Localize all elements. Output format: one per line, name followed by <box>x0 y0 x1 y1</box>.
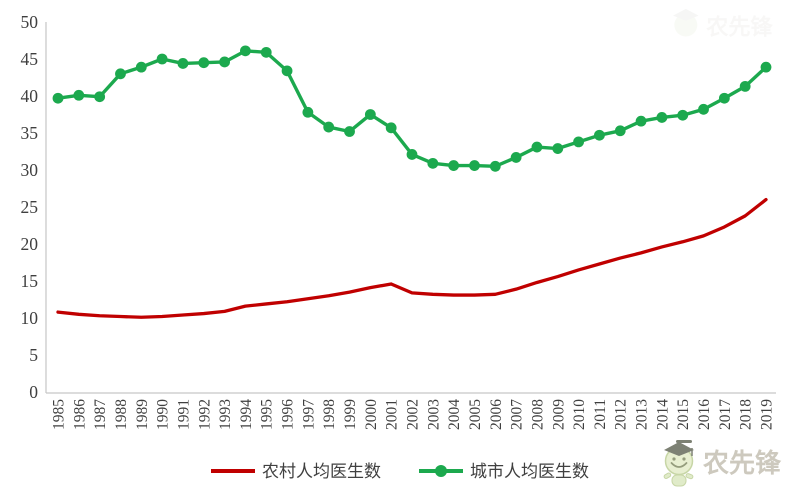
y-tick-label: 10 <box>21 308 39 328</box>
urban-data-marker <box>469 160 480 171</box>
legend-item-urban: 城市人均医生数 <box>419 463 589 480</box>
urban-series-line <box>56 49 768 169</box>
urban-data-marker <box>698 103 709 115</box>
urban-data-marker <box>406 149 418 160</box>
urban-data-marker <box>281 65 293 77</box>
legend-item-rural: 农村人均医生数 <box>211 463 381 480</box>
x-tick-label: 1999 <box>342 399 359 430</box>
x-tick-label: 1989 <box>134 399 151 430</box>
x-tick-label: 1990 <box>155 399 172 430</box>
urban-data-marker <box>448 160 460 171</box>
urban-data-marker <box>364 109 376 120</box>
urban-data-marker <box>323 121 335 133</box>
x-tick-label: 2018 <box>738 399 755 430</box>
x-tick-label: 2014 <box>654 399 671 430</box>
x-tick-label: 1991 <box>175 399 192 430</box>
urban-data-marker <box>302 106 314 118</box>
x-tick-label: 1996 <box>280 399 297 430</box>
urban-data-marker <box>531 141 543 153</box>
urban-data-marker <box>552 143 564 154</box>
urban-line-swatch <box>419 465 463 477</box>
urban-data-marker <box>677 109 689 121</box>
x-tick-label: 2005 <box>467 399 484 430</box>
x-tick-label: 2007 <box>509 399 526 430</box>
legend-label-rural: 农村人均医生数 <box>262 461 381 481</box>
urban-data-marker <box>156 53 168 65</box>
x-tick-label: 2001 <box>384 399 401 430</box>
y-tick-label: 25 <box>21 197 39 217</box>
x-tick-label: 2012 <box>613 399 630 430</box>
x-tick-label: 2003 <box>425 399 442 430</box>
y-tick-label: 0 <box>29 382 38 402</box>
urban-data-marker <box>510 152 522 163</box>
y-tick-label: 5 <box>29 345 38 365</box>
x-tick-label: 2016 <box>696 399 713 430</box>
x-tick-label: 1992 <box>196 399 213 430</box>
urban-data-marker <box>489 160 501 172</box>
x-tick-label: 2013 <box>634 399 651 430</box>
x-tick-label: 2006 <box>488 399 505 430</box>
urban-data-marker <box>240 45 251 57</box>
y-tick-label: 40 <box>21 86 39 106</box>
urban-data-marker <box>385 122 397 134</box>
urban-marker-swatch <box>435 465 447 477</box>
x-tick-label: 1993 <box>217 399 234 430</box>
line-chart: 0 5 10 15 20 25 30 35 40 45 50 1985 1986 1987 1988 1989… <box>21 12 776 430</box>
urban-data-marker <box>115 68 126 80</box>
x-tick-label: 1986 <box>71 399 88 430</box>
x-tick-label: 2002 <box>405 399 422 430</box>
urban-data-marker <box>739 80 751 92</box>
y-tick-label: 20 <box>21 234 39 254</box>
y-tick-label: 45 <box>21 49 39 69</box>
urban-data-marker <box>594 129 605 141</box>
x-tick-label: 2009 <box>550 399 567 430</box>
x-tick-label: 2017 <box>717 399 734 430</box>
urban-data-marker <box>718 92 730 104</box>
x-tick-label: 2000 <box>363 399 380 430</box>
urban-data-marker <box>427 157 439 169</box>
urban-data-marker <box>344 126 355 137</box>
x-tick-label: 1998 <box>321 399 338 430</box>
urban-data-marker <box>656 112 668 123</box>
y-tick-label: 35 <box>21 123 39 143</box>
x-tick-label: 1994 <box>238 399 255 430</box>
urban-data-marker <box>573 136 584 148</box>
x-tick-label: 2004 <box>446 399 463 430</box>
urban-data-marker <box>219 56 230 68</box>
urban-data-marker <box>198 57 210 69</box>
rural-line-swatch <box>211 469 255 473</box>
urban-data-marker <box>614 125 626 137</box>
x-tick-label: 1988 <box>113 399 130 430</box>
x-tick-label: 2010 <box>571 399 588 430</box>
x-tick-label: 1985 <box>51 399 68 430</box>
rural-series-line <box>56 197 768 319</box>
y-tick-label: 30 <box>21 160 39 180</box>
x-tick-label: 2019 <box>759 399 776 430</box>
x-tick-label: 1987 <box>92 399 109 430</box>
urban-data-marker <box>177 58 189 69</box>
urban-data-marker <box>52 92 64 104</box>
urban-data-marker <box>73 89 85 101</box>
x-tick-label: 2008 <box>529 399 546 430</box>
x-tick-label: 1997 <box>300 399 317 430</box>
x-tick-label: 2011 <box>592 399 609 429</box>
y-tick-label: 15 <box>21 271 39 291</box>
legend-label-urban: 城市人均医生数 <box>470 461 589 481</box>
urban-data-marker <box>135 61 147 73</box>
x-tick-label: 1995 <box>259 399 276 430</box>
y-tick-label: 50 <box>21 12 39 32</box>
chart-legend: 农村人均医生数 城市人均医生数 <box>0 456 800 486</box>
urban-data-marker <box>260 46 272 58</box>
x-tick-label: 2015 <box>675 399 692 430</box>
urban-data-marker <box>94 91 106 103</box>
urban-data-marker <box>635 115 647 127</box>
urban-data-marker <box>760 61 772 73</box>
